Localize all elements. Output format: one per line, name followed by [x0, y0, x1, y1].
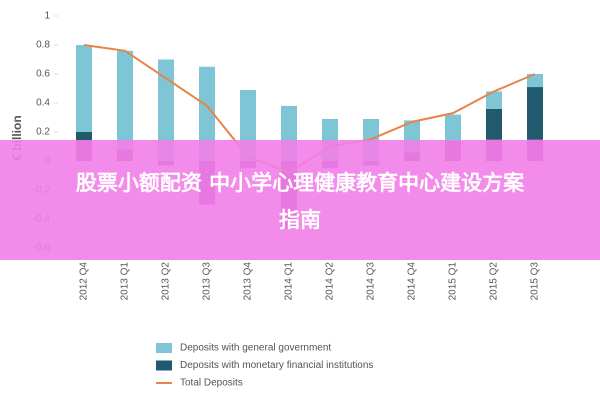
legend-label: Deposits with monetary financial institu… [180, 360, 373, 371]
bar-segment [445, 114, 461, 141]
bar-segment [199, 66, 215, 161]
y-tick-label: 0.6 [36, 69, 50, 80]
legend-swatch [156, 360, 172, 371]
x-tick-label: 2013 Q2 [161, 262, 172, 301]
legend-swatch [156, 343, 172, 353]
x-tick-label: 2014 Q2 [325, 262, 336, 301]
x-tick-label: 2015 Q3 [530, 262, 541, 301]
y-tick-label: 0.2 [36, 127, 50, 138]
bar-segment [76, 45, 92, 132]
x-tick-label: 2014 Q3 [366, 262, 377, 301]
bar-segment [486, 91, 502, 109]
x-tick-label: 2012 Q4 [79, 262, 90, 301]
bar-segment [117, 50, 133, 150]
banner-text: 指南 [279, 208, 321, 232]
x-tick-label: 2015 Q2 [489, 262, 500, 301]
x-tick-label: 2013 Q3 [202, 262, 213, 301]
x-tick-label: 2014 Q1 [284, 262, 295, 301]
bar-segment [527, 87, 543, 140]
legend: Deposits with monetary financial institu… [156, 343, 373, 389]
legend-label: Total Deposits [180, 378, 243, 389]
banner-text: 股票小额配资 中小学心理健康教育中心建设方案 [76, 171, 525, 195]
bar-segment [527, 74, 543, 88]
y-tick-label: 1 [44, 11, 50, 22]
legend-label: Deposits with general government [180, 343, 331, 354]
x-tick-label: 2013 Q4 [243, 262, 254, 301]
y-tick-label: 0.4 [36, 98, 50, 109]
x-tick-label: 2013 Q1 [120, 262, 131, 301]
bar-segment [158, 59, 174, 161]
banner: 股票小额配资 中小学心理健康教育中心建设方案 指南 [0, 140, 600, 260]
bar-segment [486, 108, 502, 140]
banner-bg [0, 140, 600, 260]
x-tick-label: 2014 Q4 [407, 262, 418, 301]
bar-segment [76, 132, 92, 141]
x-tick-label: 2015 Q1 [448, 262, 459, 301]
y-tick-label: 0.8 [36, 40, 50, 51]
